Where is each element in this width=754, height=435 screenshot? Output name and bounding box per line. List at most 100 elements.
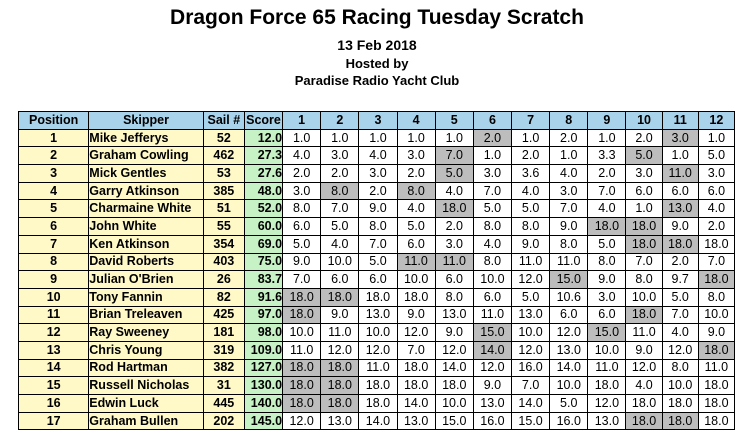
race-result-cell: 10.0 (358, 323, 398, 342)
race-result-cell: 1.0 (549, 146, 589, 166)
table-row: 3 Mick Gentles 53 27.6 2.0 2.0 3.0 2.0 5.0 3.0 3.6… (17, 164, 736, 183)
race-result-cell: 5.0 (472, 199, 513, 219)
race-result-cell: 8.0 (549, 234, 589, 254)
race-result-cell: 4.0 (358, 146, 398, 166)
table-row: 2 Graham Cowling 462 27.3 4.0 3.0 4.0 3.0 7.0 1.0… (17, 146, 736, 166)
race-result-cell: 5.0 (511, 287, 551, 307)
sail-number-cell: 52 (202, 128, 245, 148)
race-result-discarded-cell: 18.0 (697, 270, 736, 289)
race-result-cell: 6.0 (320, 270, 360, 289)
race-result-discarded-cell: 11.0 (661, 164, 699, 183)
score-cell: 91.6 (243, 287, 284, 307)
race-result-cell: 2.0 (661, 252, 699, 272)
table-row: 4 Garry Atkinson 385 48.0 3.0 8.0 2.0 8.0 4.0 7.0… (17, 181, 736, 201)
header-row: Position Skipper Sail # Score 1 2 3 4 5 … (17, 111, 736, 130)
race-result-cell: 9.0 (625, 340, 663, 360)
table-row: 10 Tony Fannin 82 91.6 18.0 18.0 18.0 18.0 8.0 6.… (17, 287, 736, 307)
race-result-discarded-cell: 18.0 (625, 217, 663, 236)
race-result-cell: 4.0 (625, 376, 663, 395)
score-cell: 83.7 (243, 270, 284, 289)
race-result-cell: 12.0 (358, 340, 398, 360)
race-result-cell: 4.0 (282, 146, 322, 166)
page-title: Dragon Force 65 Racing Tuesday Scratch (170, 6, 584, 29)
race-result-cell: 5.0 (661, 287, 699, 307)
race-result-cell: 18.0 (625, 394, 663, 413)
table-row: 13 Chris Young 319 109.0 11.0 12.0 12.0 7.0 12.0… (17, 340, 736, 360)
col-header-race-3: 3 (358, 111, 398, 130)
race-result-cell: 3.0 (472, 164, 513, 183)
col-header-race-1: 1 (282, 111, 322, 130)
race-result-discarded-cell: 18.0 (282, 305, 322, 325)
race-result-cell: 18.0 (587, 376, 627, 395)
race-result-cell: 8.0 (282, 199, 322, 219)
race-result-cell: 3.0 (320, 146, 360, 166)
position-cell: 3 (17, 164, 90, 183)
race-result-cell: 10.0 (396, 270, 436, 289)
race-result-discarded-cell: 5.0 (625, 146, 663, 166)
skipper-cell: Edwin Luck (88, 394, 204, 413)
race-result-cell: 2.0 (320, 164, 360, 183)
race-result-cell: 4.0 (587, 199, 627, 219)
sail-number-cell: 53 (202, 164, 245, 183)
race-result-cell: 12.0 (511, 270, 551, 289)
race-result-cell: 4.0 (472, 234, 513, 254)
race-result-cell: 3.0 (587, 287, 627, 307)
race-result-cell: 8.0 (625, 270, 663, 289)
race-result-cell: 6.0 (434, 270, 474, 289)
race-result-cell: 9.0 (661, 217, 699, 236)
race-result-cell: 13.0 (320, 411, 360, 431)
race-result-cell: 12.0 (282, 411, 322, 431)
race-result-cell: 11.0 (587, 358, 627, 378)
position-cell: 14 (17, 358, 90, 378)
position-cell: 4 (17, 181, 90, 201)
position-cell: 11 (17, 305, 90, 325)
position-cell: 8 (17, 252, 90, 272)
score-cell: 52.0 (243, 199, 284, 219)
score-cell: 75.0 (243, 252, 284, 272)
race-result-discarded-cell: 14.0 (472, 340, 513, 360)
race-result-cell: 8.0 (661, 358, 699, 378)
race-result-cell: 9.0 (697, 323, 736, 342)
race-result-cell: 1.0 (282, 128, 322, 148)
race-result-cell: 10.6 (549, 287, 589, 307)
race-result-discarded-cell: 8.0 (396, 181, 436, 201)
race-result-cell: 14.0 (549, 358, 589, 378)
table-row: 8 David Roberts 403 75.0 9.0 10.0 5.0 11.0 11.0 8… (17, 252, 736, 272)
race-result-cell: 7.0 (472, 181, 513, 201)
race-result-cell: 7.0 (661, 305, 699, 325)
race-result-discarded-cell: 18.0 (282, 358, 322, 378)
table-row: 12 Ray Sweeney 181 98.0 10.0 11.0 10.0 12.0 9.0 1… (17, 323, 736, 342)
race-result-cell: 18.0 (358, 376, 398, 395)
race-result-cell: 3.6 (511, 164, 551, 183)
race-result-cell: 10.0 (661, 376, 699, 395)
score-cell: 140.0 (243, 394, 284, 413)
race-result-cell: 4.0 (511, 181, 551, 201)
race-result-cell: 5.0 (320, 217, 360, 236)
race-result-discarded-cell: 18.0 (434, 199, 474, 219)
race-result-cell: 7.0 (282, 270, 322, 289)
race-result-cell: 9.0 (472, 376, 513, 395)
sail-number-cell: 31 (202, 376, 245, 395)
race-result-cell: 1.0 (697, 128, 736, 148)
score-cell: 97.0 (243, 305, 284, 325)
score-cell: 130.0 (243, 376, 284, 395)
col-header-race-4: 4 (396, 111, 436, 130)
race-result-cell: 12.0 (320, 340, 360, 360)
race-result-cell: 11.0 (358, 358, 398, 378)
race-result-cell: 3.0 (625, 164, 663, 183)
race-result-cell: 6.0 (661, 181, 699, 201)
col-header-race-11: 11 (661, 111, 699, 130)
race-result-cell: 2.0 (625, 128, 663, 148)
race-result-cell: 2.0 (282, 164, 322, 183)
race-result-cell: 12.0 (434, 340, 474, 360)
race-result-cell: 8.0 (587, 252, 627, 272)
col-header-race-8: 8 (549, 111, 589, 130)
race-result-discarded-cell: 3.0 (661, 128, 699, 148)
race-result-cell: 16.0 (511, 358, 551, 378)
race-result-cell: 2.0 (697, 217, 736, 236)
table-row: 7 Ken Atkinson 354 69.0 5.0 4.0 7.0 6.0 3.0 4.0 9.… (17, 234, 736, 254)
race-result-discarded-cell: 18.0 (587, 217, 627, 236)
position-cell: 1 (17, 128, 90, 148)
race-result-cell: 3.0 (358, 164, 398, 183)
sail-number-cell: 385 (202, 181, 245, 201)
